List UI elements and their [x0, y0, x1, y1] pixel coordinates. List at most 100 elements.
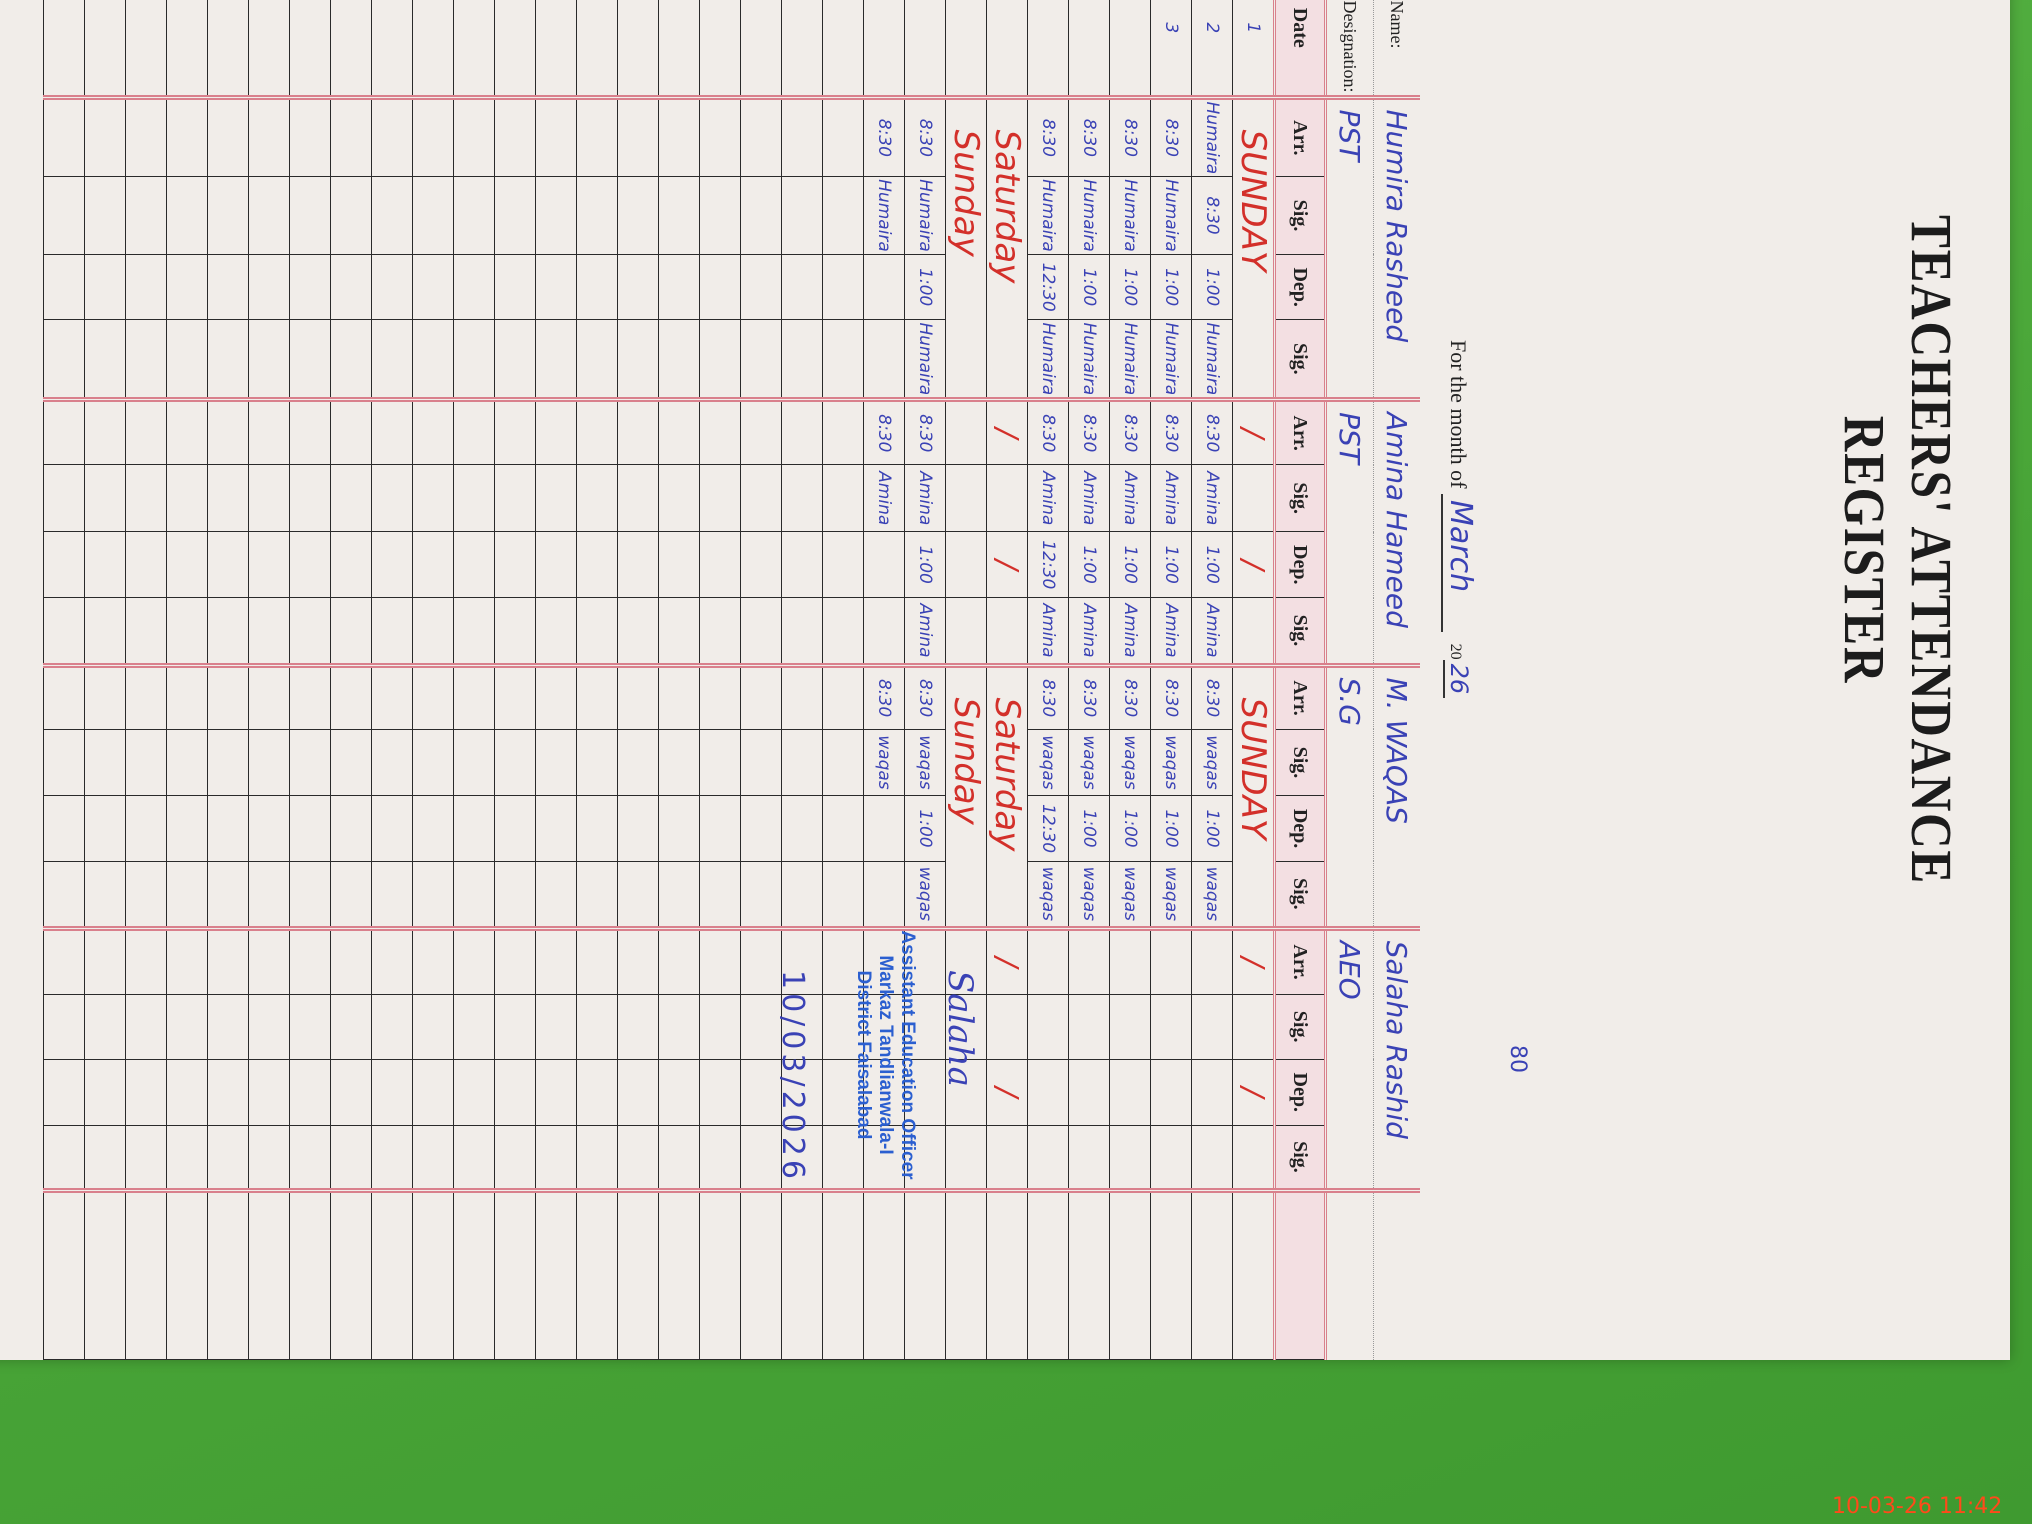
date-cell	[740, 0, 782, 97]
attendance-cell	[576, 795, 618, 862]
attendance-cell	[1150, 994, 1192, 1060]
teacher-designation: PST	[1325, 399, 1374, 666]
tick-mark: /	[986, 928, 1028, 994]
attendance-cell	[535, 928, 577, 994]
attendance-cell	[43, 597, 85, 666]
attendance-cell	[330, 861, 372, 929]
attendance-cell: 8:30	[863, 97, 905, 177]
attendance-cell	[658, 665, 700, 730]
attendance-cell	[248, 665, 290, 730]
attendance-cell	[1068, 1125, 1110, 1191]
day-off-note: Sunday	[945, 665, 987, 929]
attendance-row: 8:30 Humaira 12:30 Humaira 8:30 Amina 12:30 Ami…	[1027, 0, 1069, 1360]
attendance-cell	[207, 176, 249, 255]
attendance-cell: 8:30	[904, 97, 946, 177]
margin-cell	[945, 1190, 987, 1360]
margin-cell	[617, 1190, 659, 1360]
attendance-cell	[617, 97, 659, 177]
attendance-cell	[535, 176, 577, 255]
attendance-cell	[43, 1125, 85, 1191]
attendance-cell	[535, 531, 577, 598]
tick-mark: /	[986, 531, 1028, 598]
month-value: March	[1441, 494, 1478, 633]
attendance-cell	[412, 861, 454, 929]
attendance-cell	[986, 464, 1028, 532]
attendance-cell	[330, 531, 372, 598]
margin-cell	[248, 1190, 290, 1360]
attendance-cell	[1191, 1059, 1233, 1126]
attendance-cell	[740, 319, 782, 400]
attendance-cell	[289, 861, 331, 929]
attendance-cell	[1068, 1059, 1110, 1126]
attendance-cell	[371, 1125, 413, 1191]
attendance-cell	[248, 399, 290, 465]
attendance-cell	[535, 665, 577, 730]
attendance-table: Name: Humira Rasheed Amina Hameed M. WAQAS S…	[43, 0, 1420, 1360]
attendance-cell	[330, 464, 372, 532]
attendance-cell	[576, 1125, 618, 1191]
attendance-cell	[125, 319, 167, 400]
attendance-cell	[535, 464, 577, 532]
attendance-cell	[576, 861, 618, 929]
attendance-cell	[658, 531, 700, 598]
attendance-cell	[330, 97, 372, 177]
attendance-row	[699, 0, 741, 1360]
attendance-cell: Amina	[1027, 464, 1069, 532]
attendance-cell	[125, 861, 167, 929]
attendance-cell	[863, 597, 905, 666]
attendance-cell: 8:30	[1191, 399, 1233, 465]
attendance-cell	[166, 399, 208, 465]
attendance-cell	[781, 97, 823, 177]
attendance-cell	[248, 97, 290, 177]
attendance-cell	[43, 464, 85, 532]
attendance-cell: Humaira	[1027, 176, 1069, 255]
attendance-cell	[125, 464, 167, 532]
date-cell	[822, 0, 864, 97]
attendance-cell	[535, 795, 577, 862]
attendance-cell	[535, 1059, 577, 1126]
attendance-cell	[289, 399, 331, 465]
attendance-cell	[207, 464, 249, 532]
attendance-cell: Humaira	[1068, 176, 1110, 255]
attendance-cell	[125, 729, 167, 796]
attendance-cell	[453, 254, 495, 320]
day-off-note: SUNDAY	[1232, 97, 1275, 400]
date-cell: 1	[1232, 0, 1275, 97]
attendance-cell	[248, 319, 290, 400]
attendance-cell	[84, 994, 126, 1060]
attendance-cell	[412, 176, 454, 255]
attendance-cell: 1:00	[1191, 531, 1233, 598]
margin-cell	[207, 1190, 249, 1360]
attendance-cell: 1:00	[1150, 254, 1192, 320]
attendance-cell	[576, 319, 618, 400]
attendance-cell	[535, 97, 577, 177]
attendance-cell	[494, 795, 536, 862]
column-header: Sig.	[1274, 464, 1326, 532]
margin-cell	[1027, 1190, 1069, 1360]
attendance-cell: 8:30	[1150, 665, 1192, 730]
attendance-cell: waqas	[1068, 861, 1110, 929]
attendance-cell	[1191, 994, 1233, 1060]
attendance-cell	[289, 97, 331, 177]
designation-row: Designation: PST PST S.G AEO	[1325, 0, 1374, 1360]
attendance-cell	[781, 464, 823, 532]
attendance-cell	[289, 176, 331, 255]
attendance-cell	[207, 531, 249, 598]
attendance-cell	[412, 928, 454, 994]
attendance-cell	[412, 597, 454, 666]
attendance-cell	[822, 399, 864, 465]
attendance-cell: waqas	[1109, 861, 1151, 929]
teacher-name: Salaha Rashid	[1373, 928, 1420, 1191]
attendance-cell	[84, 464, 126, 532]
attendance-cell	[43, 994, 85, 1060]
attendance-cell	[371, 319, 413, 400]
attendance-row: Sunday Sunday	[945, 0, 987, 1360]
margin-cell	[1373, 1190, 1420, 1360]
attendance-cell	[576, 399, 618, 465]
aeo-signature: Salaha	[940, 970, 980, 1087]
column-header-row: Date Arr. Sig. Dep. Sig. Arr. Sig. Dep. Sig. Arr.…	[1274, 0, 1326, 1360]
attendance-cell	[289, 254, 331, 320]
attendance-cell	[248, 928, 290, 994]
tick-mark: /	[986, 1059, 1028, 1126]
attendance-cell	[125, 597, 167, 666]
